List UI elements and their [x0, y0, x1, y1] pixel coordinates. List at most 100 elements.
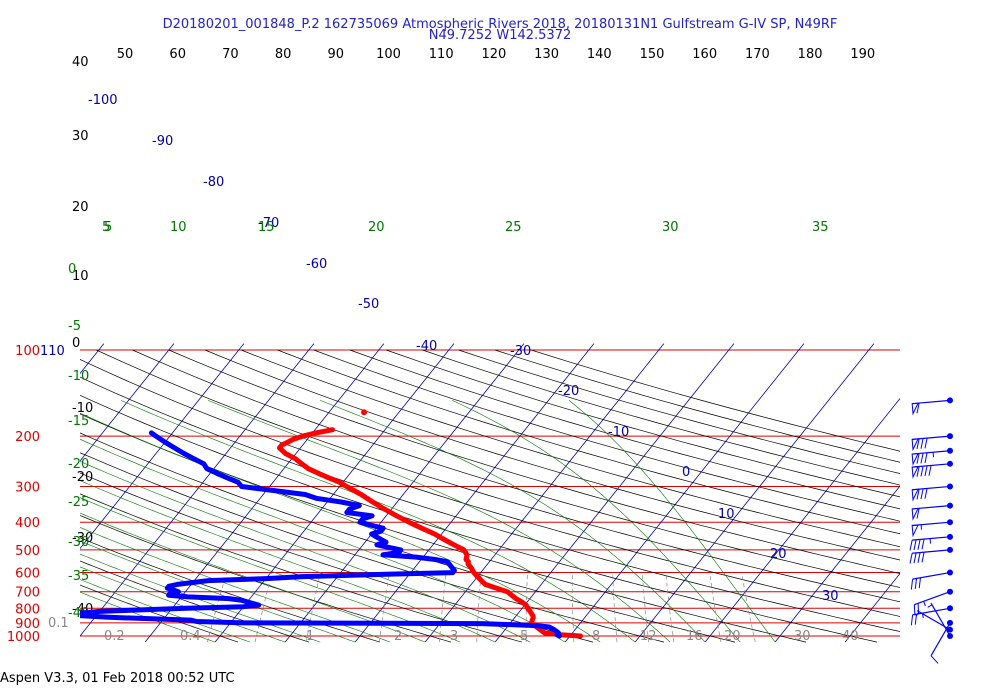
mixing-ratio-label: 16	[686, 629, 703, 644]
top-axis-tick-label: 190	[850, 47, 875, 62]
adiabat-label: 5	[104, 220, 112, 235]
temperature-tick-label: -20	[72, 470, 93, 485]
theta-e-label: 5	[102, 220, 110, 235]
dry-adiabat-line	[204, 349, 900, 561]
wind-barb-feather	[916, 438, 920, 450]
moist-adiabat-line	[80, 579, 251, 643]
wind-barb	[910, 605, 953, 626]
top-axis-tick-label: 80	[275, 47, 292, 62]
top-axis-tick-label: 140	[587, 47, 612, 62]
wind-barb	[910, 569, 953, 590]
dry-adiabat-line	[313, 349, 900, 522]
wind-barb-feather	[916, 402, 920, 414]
temperature-trace	[277, 427, 583, 639]
wind-barb-feather	[914, 578, 918, 589]
wind-barb	[930, 619, 953, 664]
moist-adiabat-line	[80, 540, 356, 643]
top-axis-tick-label: 130	[534, 47, 559, 62]
pressure-tick-label: 700	[15, 586, 40, 601]
dry-adiabat-line	[422, 349, 900, 486]
wind-barb-feather	[909, 553, 913, 564]
wind-barb-flag	[911, 488, 919, 502]
temperature-tick-label: 10	[72, 269, 89, 284]
dry-adiabat-line	[80, 472, 594, 643]
wind-barb-feather	[913, 604, 916, 616]
dewpoint-trace	[80, 430, 562, 639]
pressure-tick-label: 400	[15, 516, 40, 531]
wind-barb	[911, 519, 953, 538]
wind-barb-feather	[916, 489, 920, 500]
mixing-ratio-label: 40	[842, 629, 859, 644]
mixing-ratio-line	[525, 572, 528, 643]
wind-barb-flag	[911, 507, 919, 521]
dry-adiabat-line	[80, 394, 877, 643]
wind-barb-feather	[916, 508, 920, 519]
dry-adiabat-line	[80, 560, 310, 643]
top-axis-tick-label: 110	[429, 47, 454, 62]
wind-barb-flag	[911, 466, 919, 479]
isotherm-label: -10	[608, 425, 629, 440]
wind-barb	[911, 502, 953, 521]
wind-barb-feather	[910, 579, 914, 590]
wind-barb-feather	[920, 452, 924, 464]
moist-adiabat-line	[80, 566, 286, 643]
mixing-ratio-label: 30	[794, 629, 811, 644]
pressure-tick-label: 100	[15, 344, 40, 359]
moist-adiabat-line	[80, 591, 216, 643]
wind-barb-shaft	[914, 591, 951, 606]
isotherm-line	[214, 343, 455, 643]
wind-barb-feather	[909, 540, 913, 551]
top-axis-tick-label: 150	[640, 47, 665, 62]
footer-version: Aspen V3.3, 01 Feb 2018 00:52 UTC	[0, 671, 235, 686]
adiabat-label: -10	[68, 369, 89, 384]
wind-barb-feather	[921, 613, 924, 619]
mixing-ratio-line	[571, 572, 575, 643]
wind-barb-feather	[927, 604, 933, 608]
wind-barb-shaft	[912, 536, 951, 541]
top-axis-tick-label: 120	[481, 47, 506, 62]
theta-e-label: 35	[812, 220, 829, 235]
isotherm-line	[564, 343, 805, 643]
theta-e-label: 10	[170, 220, 187, 235]
top-axis-tick-label: 90	[328, 47, 345, 62]
temperature-tick-label: -30	[72, 531, 93, 546]
adiabat-label: -25	[68, 495, 89, 510]
wind-barb-shaft	[930, 602, 951, 637]
adiabat-label: -15	[68, 414, 89, 429]
moist-adiabat-line	[80, 512, 426, 643]
isotherm-label: -20	[558, 384, 579, 399]
dry-adiabat-line	[277, 349, 900, 535]
isotherm-label: -80	[203, 175, 224, 190]
mixing-ratio-line	[378, 572, 390, 643]
wind-barb-feather	[917, 603, 920, 614]
moist-adiabat-line	[568, 400, 776, 643]
dry-adiabat-line	[530, 349, 900, 452]
wind-barb-feather	[913, 552, 917, 564]
temperature-point	[361, 409, 368, 416]
mixing-ratio-line	[709, 572, 722, 643]
wind-barb-feather	[930, 655, 939, 664]
pressure-tick-label: 500	[15, 544, 40, 559]
top-axis-tick-label: 170	[745, 47, 770, 62]
wind-barb-feather	[917, 539, 921, 550]
isotherm-label: 0	[682, 465, 690, 480]
mixing-ratio-label: 2	[394, 629, 402, 644]
pressure-tick-label: 300	[15, 480, 40, 495]
wind-barb	[913, 588, 953, 616]
mixing-ratio-line	[254, 572, 273, 643]
pressure-tick-label: 200	[15, 430, 40, 445]
dry-adiabat-line	[241, 349, 900, 548]
wind-barb-flag	[911, 524, 919, 538]
mixing-ratio-label: 5	[520, 629, 528, 644]
wind-barb-flag	[911, 452, 919, 466]
wind-barb	[909, 546, 953, 564]
wind-barb-feather	[916, 466, 920, 477]
mixing-ratio-label: 20	[724, 629, 741, 644]
dry-adiabat-line	[80, 359, 900, 617]
isotherm-label: 20	[770, 547, 787, 562]
mixing-ratio-line	[207, 572, 227, 643]
isotherm-line	[80, 343, 245, 550]
temperature-tick-label: 0	[72, 336, 80, 351]
dry-adiabat-line	[349, 349, 900, 510]
